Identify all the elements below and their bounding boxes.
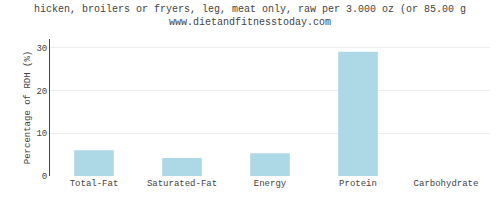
- svg-text:20: 20: [36, 87, 47, 97]
- svg-text:Protein: Protein: [339, 179, 377, 189]
- svg-text:30: 30: [36, 44, 47, 54]
- svg-text:Energy: Energy: [254, 179, 287, 189]
- svg-text:Total-Fat: Total-Fat: [70, 179, 119, 189]
- svg-text:0: 0: [42, 172, 47, 182]
- svg-text:Saturated-Fat: Saturated-Fat: [147, 179, 217, 189]
- svg-text:Percentage of RDH (%): Percentage of RDH (%): [23, 51, 33, 164]
- svg-text:hicken, broilers or fryers, le: hicken, broilers or fryers, leg, meat on…: [34, 4, 466, 28]
- svg-text:10: 10: [36, 129, 47, 139]
- svg-text:Carbohydrate: Carbohydrate: [414, 179, 479, 189]
